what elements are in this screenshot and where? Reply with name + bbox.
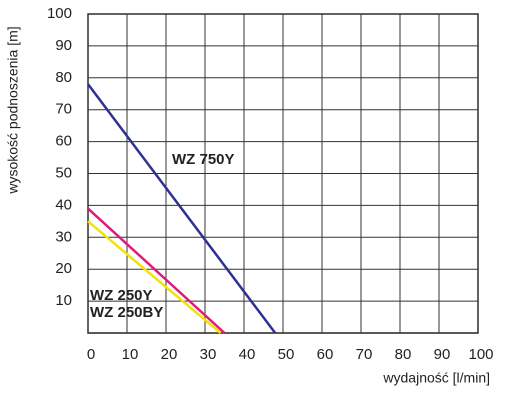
y-tick-label: 90: [55, 37, 72, 54]
y-tick-label: 70: [55, 101, 72, 118]
y-tick-label: 30: [55, 228, 72, 245]
x-tick-label: 80: [395, 346, 412, 363]
x-tick-label: 100: [468, 346, 493, 363]
series-label: WZ 750Y: [172, 151, 235, 168]
x-tick-label: 60: [317, 346, 334, 363]
x-tick-label: 70: [356, 346, 373, 363]
x-axis-label: wydajność [l/min]: [382, 370, 490, 386]
series-line: [87, 220, 222, 334]
x-tick-label: 0: [87, 346, 95, 363]
y-tick-label: 100: [47, 5, 72, 22]
y-tick-label: 40: [55, 196, 72, 213]
y-axis-label: wysokość podnoszenia [m]: [5, 26, 21, 194]
x-tick-label: 40: [239, 346, 256, 363]
series-label: WZ 250BY: [90, 304, 163, 321]
x-tick-label: 90: [434, 346, 451, 363]
y-tick-label: 20: [55, 260, 72, 277]
x-tick-label: 50: [278, 346, 295, 363]
series-label: WZ 250Y: [90, 287, 153, 304]
x-tick-label: 10: [122, 346, 139, 363]
y-tick-label: 10: [55, 292, 72, 309]
series-line: [87, 207, 226, 334]
x-tick-label: 30: [200, 346, 217, 363]
y-tick-label: 50: [55, 164, 72, 181]
series-line: [87, 83, 277, 334]
y-tick-label: 80: [55, 69, 72, 86]
x-tick-label: 20: [161, 346, 178, 363]
y-tick-label: 60: [55, 133, 72, 150]
